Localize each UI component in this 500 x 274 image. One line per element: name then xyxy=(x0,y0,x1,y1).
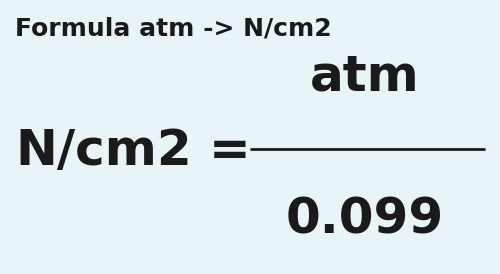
Text: atm: atm xyxy=(310,53,420,101)
Text: Formula atm -> N/cm2: Formula atm -> N/cm2 xyxy=(15,16,332,41)
Text: 0.099: 0.099 xyxy=(286,195,444,243)
Text: =: = xyxy=(209,127,251,175)
Text: N/cm2: N/cm2 xyxy=(15,127,192,175)
